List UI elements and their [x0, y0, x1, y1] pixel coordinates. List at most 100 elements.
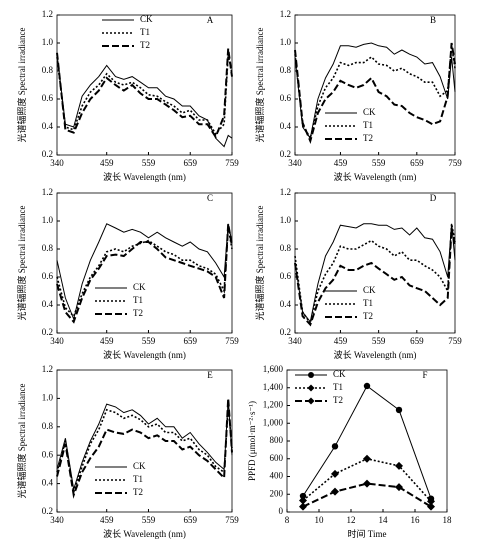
y-tick-label: 1.2 [42, 187, 53, 197]
x-tick-label: 14 [379, 515, 389, 525]
point-marker [363, 454, 371, 463]
y-tick-label: 0.6 [280, 271, 292, 281]
y-tick-label: 0.2 [42, 506, 53, 516]
y-tick-label: 0.8 [42, 65, 54, 75]
y-tick-label: 1.2 [280, 187, 291, 197]
legend-label: CK [363, 285, 376, 295]
point-marker [299, 502, 307, 511]
series-line [294, 42, 456, 140]
x-axis-label: 时间 Time [348, 528, 387, 539]
x-axis-label: 波长 Wavelength (nm) [334, 349, 417, 360]
y-tick-label: 1.2 [280, 9, 291, 19]
x-tick-label: 10 [315, 515, 325, 525]
series-line [294, 45, 456, 141]
y-tick-label: 0.4 [42, 299, 54, 309]
y-tick-label: 1,600 [263, 364, 284, 374]
series-line [56, 48, 233, 139]
y-tick-label: 0.8 [42, 421, 54, 431]
x-tick-label: 459 [334, 336, 348, 346]
y-tick-label: 1,200 [263, 400, 284, 410]
y-tick-label: 0.4 [42, 478, 54, 488]
point-marker [395, 461, 403, 470]
legend-marker [307, 397, 315, 405]
x-tick-label: 559 [142, 158, 156, 168]
legend-label: CK [333, 369, 346, 379]
x-tick-label: 659 [410, 336, 424, 346]
y-tick-label: 0.6 [280, 93, 292, 103]
x-tick-label: 659 [410, 158, 424, 168]
point-marker [363, 382, 371, 390]
x-tick-label: 759 [448, 158, 462, 168]
x-tick-label: 16 [411, 515, 421, 525]
y-tick-label: 1,400 [263, 382, 284, 392]
series-line [56, 54, 233, 148]
y-tick-label: 400 [270, 471, 284, 481]
panel-label: B [430, 15, 436, 25]
y-axis-label: 光谱辐照度 Spectral irradiance [254, 206, 265, 321]
y-axis-label: 光谱辐照度 Spectral irradiance [254, 28, 265, 143]
series-line [56, 223, 233, 324]
x-axis-label: 波长 Wavelength (nm) [103, 528, 186, 539]
legend-label: T2 [363, 311, 373, 321]
legend-label: CK [133, 461, 146, 471]
y-tick-label: 0.6 [42, 449, 54, 459]
y-tick-label: 800 [270, 435, 284, 445]
y-tick-label: 0.6 [42, 93, 54, 103]
x-axis-label: 波长 Wavelength (nm) [334, 171, 417, 182]
legend-label: T1 [363, 298, 373, 308]
y-tick-label: 0.6 [42, 271, 54, 281]
y-tick-label: 0.4 [280, 121, 292, 131]
series-line [56, 398, 233, 499]
x-tick-label: 340 [50, 158, 64, 168]
y-tick-label: 1.2 [42, 9, 53, 19]
y-axis-label: 光谱辐照度 Spectral irradiance [16, 206, 27, 321]
point-marker [331, 469, 339, 478]
series-line [302, 482, 432, 508]
legend-label: T2 [363, 133, 373, 143]
y-tick-label: 0.4 [280, 299, 292, 309]
x-tick-label: 18 [443, 515, 453, 525]
legend-label: T1 [333, 382, 343, 392]
plot-frame [56, 192, 233, 334]
y-tick-label: 0.8 [42, 243, 54, 253]
plot-frame [294, 192, 456, 334]
y-tick-label: 0.4 [42, 121, 54, 131]
series-line [56, 227, 233, 318]
x-tick-label: 340 [288, 158, 302, 168]
y-tick-label: 1.0 [42, 37, 54, 47]
legend-label: CK [363, 107, 376, 117]
series-line [294, 223, 456, 326]
x-tick-label: 659 [183, 158, 197, 168]
y-tick-label: 1,000 [263, 417, 284, 427]
x-tick-label: 659 [183, 336, 197, 346]
x-tick-label: 8 [285, 515, 290, 525]
panel-label: A [207, 15, 214, 25]
legend-label: CK [133, 282, 146, 292]
x-tick-label: 759 [225, 336, 239, 346]
series-line [294, 227, 456, 327]
panel-label: D [430, 193, 437, 203]
x-tick-label: 340 [288, 336, 302, 346]
y-axis-label: 光谱辐照度 Spectral irradiance [16, 384, 27, 499]
y-tick-label: 1.0 [280, 215, 292, 225]
legend-label: T1 [140, 27, 150, 37]
point-marker [395, 406, 403, 414]
legend-label: T2 [140, 40, 150, 50]
x-tick-label: 659 [183, 515, 197, 525]
x-tick-label: 759 [448, 336, 462, 346]
panel-label: C [207, 193, 213, 203]
y-axis-label: PPFD (μmol·m⁻²·s⁻¹) [247, 401, 257, 481]
plot-frame [294, 14, 456, 156]
series-line [56, 223, 233, 321]
point-marker [427, 497, 435, 506]
y-tick-label: 0.2 [280, 327, 291, 337]
x-tick-label: 459 [334, 158, 348, 168]
legend-label: T1 [363, 120, 373, 130]
y-tick-label: 200 [270, 488, 284, 498]
series-line [56, 399, 233, 490]
series-line [294, 223, 456, 323]
x-tick-label: 12 [347, 515, 356, 525]
plot-frame [56, 14, 233, 156]
panel-label: E [207, 370, 213, 380]
